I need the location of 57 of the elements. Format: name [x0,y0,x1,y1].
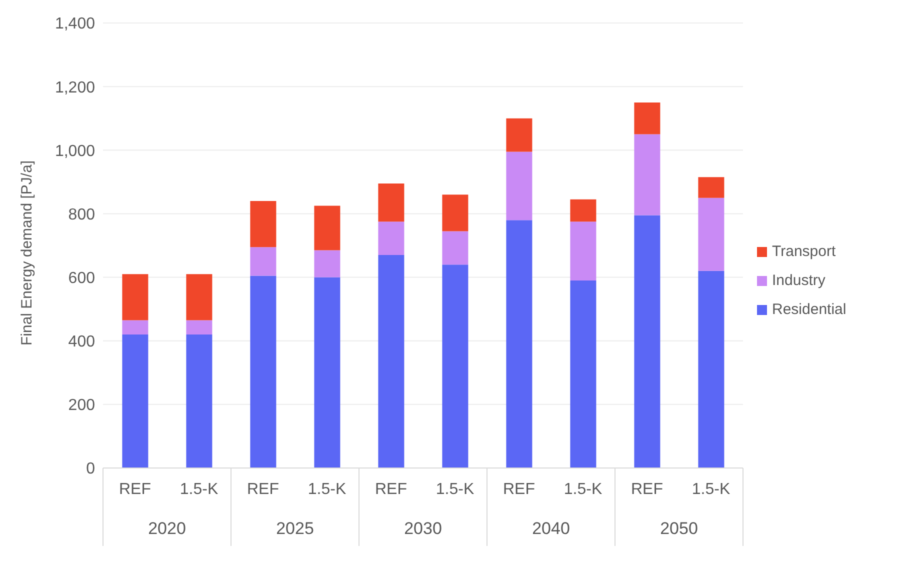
bar [634,134,660,216]
bar [570,199,596,222]
bar [186,274,212,320]
bar [698,270,724,468]
y-tick-label: 1,000 [54,142,96,160]
bar [122,320,148,334]
bar [698,177,724,198]
x-tick-label: 1.5-K [692,481,730,498]
x-tick-label: 1.5-K [564,481,602,498]
x-tick-label: REF [247,481,280,498]
bar [122,274,148,320]
bar [314,250,340,278]
bar [378,222,404,256]
legend-label: Industry [772,272,826,289]
x-tick-label: 1.5-K [180,481,218,498]
text: 2030 [404,519,442,538]
bar [378,255,404,468]
text: 2040 [532,519,570,538]
x-tick-label: 1.5-K [308,481,346,498]
bar [570,222,596,280]
bar [442,231,468,265]
bar [186,334,212,468]
legend-label: Transport [772,243,836,260]
x-tick-label: REF [375,481,408,498]
y-tick-label: 1,200 [54,79,96,96]
text: 2050 [660,519,698,538]
bar [506,152,532,220]
text: 2025 [276,519,314,538]
text: 2020 [148,519,186,538]
bar [698,198,724,271]
bar [122,334,148,468]
y-tick-label: 200 [68,397,96,414]
bar [442,194,468,232]
bar [250,201,276,248]
legend-label: Residential [772,301,846,318]
bar [186,320,212,334]
y-tick-label: 1,400 [54,16,96,33]
bar [314,206,340,250]
x-tick-label: REF [503,481,536,498]
bar [506,118,532,152]
y-tick-label: 0 [86,460,96,478]
y-tick-label: 400 [68,334,96,351]
bar [442,264,468,468]
bar [250,276,276,468]
bar [250,247,276,276]
bar [570,280,596,468]
y-tick-label: 600 [68,270,96,287]
bar [634,215,660,468]
bar [314,277,340,468]
y-tick-label: 800 [68,206,96,224]
y-axis-title: Final Energy demand [PJ/a] [18,160,36,346]
bar [506,220,532,468]
x-tick-label: REF [119,481,152,498]
bar [634,102,660,134]
x-tick-label: 1.5-K [436,481,474,498]
x-tick-label: REF [631,481,664,498]
bar [378,184,404,222]
